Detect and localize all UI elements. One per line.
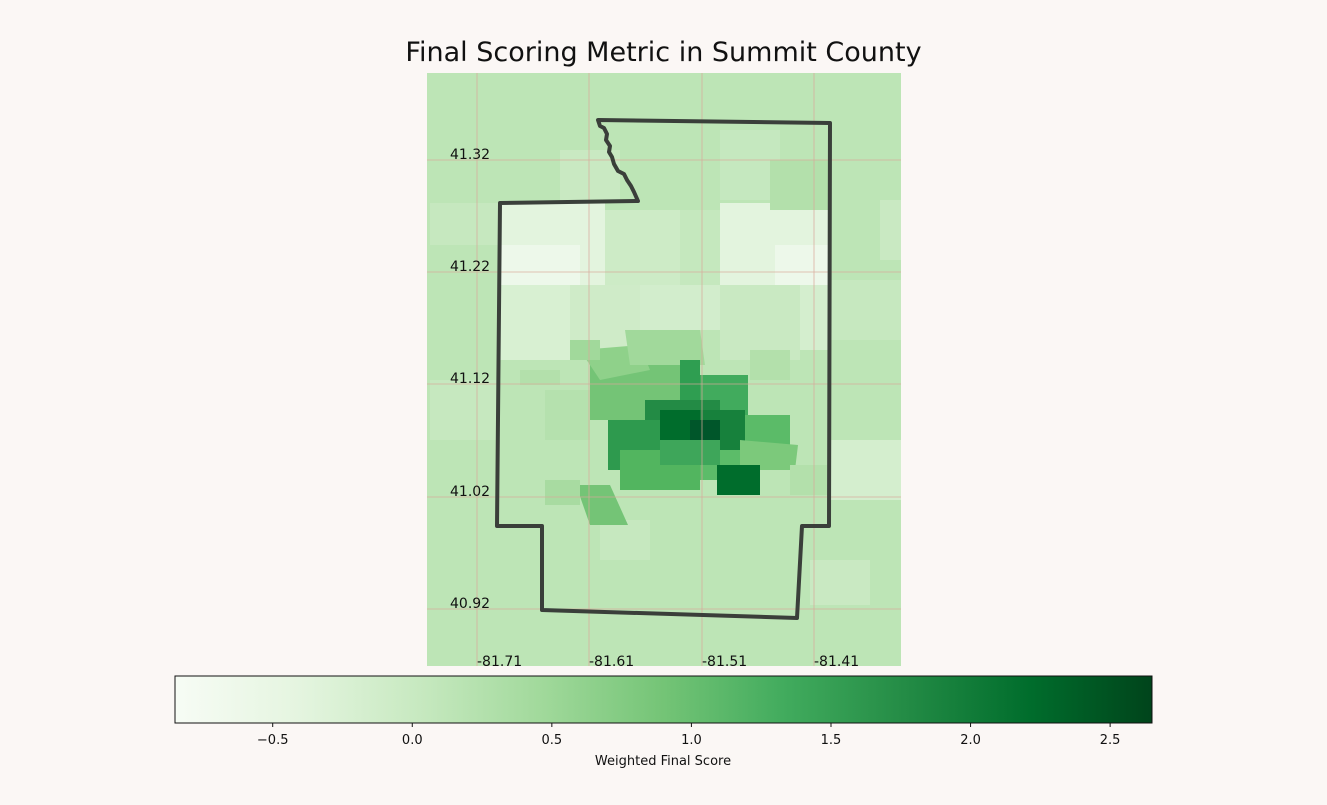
lat-label-0: 41.32 (450, 147, 490, 163)
lat-label-3: 41.02 (450, 484, 490, 500)
map-title: Final Scoring Metric in Summit County (405, 37, 922, 68)
colorbar-tick-label: 2.5 (1100, 733, 1121, 748)
lon-label-0: -81.71 (477, 654, 522, 670)
county-boundary (495, 118, 832, 620)
colorbar-tick-label: 0.0 (402, 733, 423, 748)
lat-label-2: 41.12 (450, 371, 490, 387)
colorbar: −0.5 0.0 0.5 1.0 1.5 2.0 2.5 Weighted Final Sc… (174, 675, 1153, 769)
lon-label-3: -81.41 (814, 654, 859, 670)
colorbar-gradient (174, 675, 1153, 724)
colorbar-tick-label: 1.5 (821, 733, 842, 748)
lon-label-1: -81.61 (589, 654, 634, 670)
lon-label-2: -81.51 (702, 654, 747, 670)
colorbar-tick-label: 0.5 (541, 733, 562, 748)
colorbar-tick-label: 1.0 (681, 733, 702, 748)
colorbar-tick-label: 2.0 (960, 733, 981, 748)
tract-polygons (430, 130, 901, 605)
colorbar-tick-label: −0.5 (257, 733, 289, 748)
lat-label-4: 40.92 (450, 596, 490, 612)
graticule (427, 73, 901, 666)
map-area (427, 73, 901, 666)
colorbar-label: Weighted Final Score (595, 754, 731, 769)
lat-label-1: 41.22 (450, 259, 490, 275)
colorbar-ticks: −0.5 0.0 0.5 1.0 1.5 2.0 2.5 (257, 723, 1121, 748)
